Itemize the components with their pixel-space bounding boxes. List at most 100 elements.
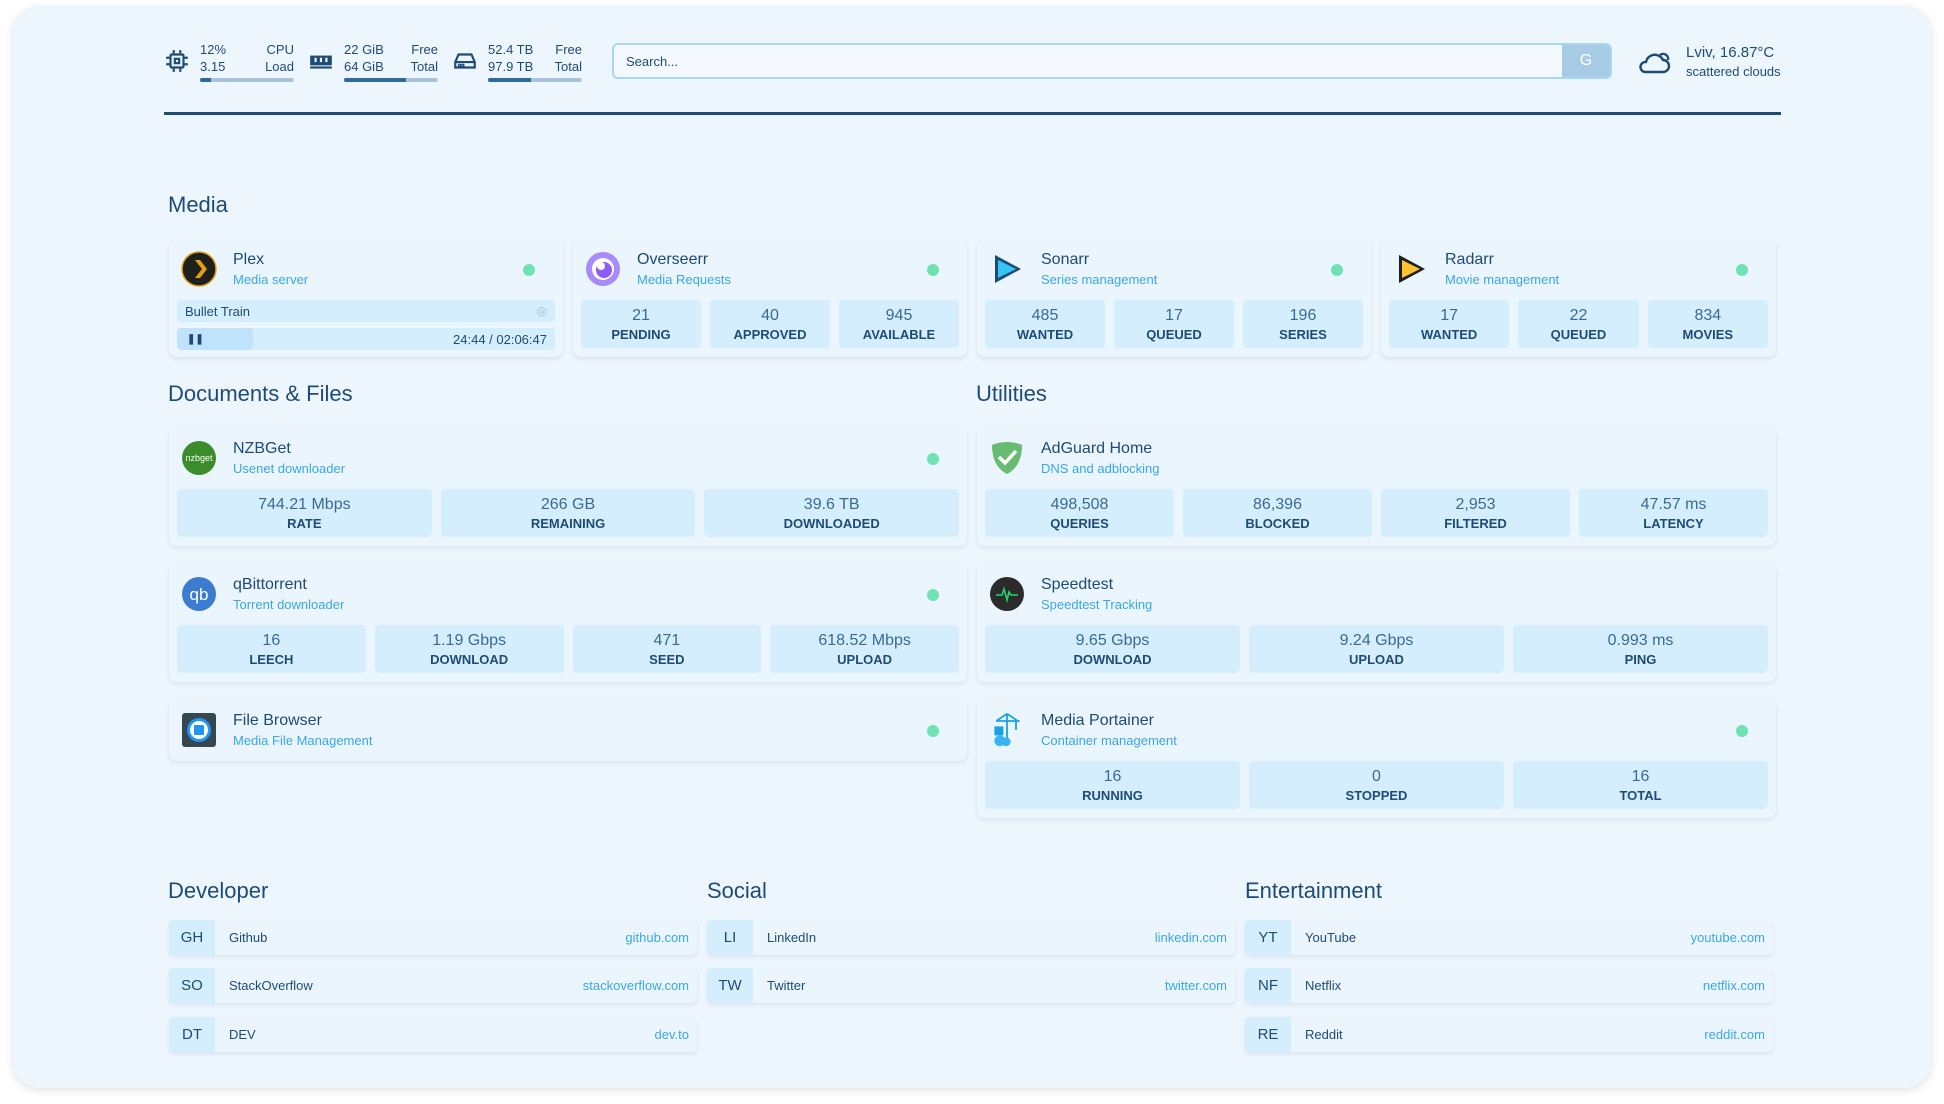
- stat-label: QUEUED: [1146, 326, 1202, 342]
- bookmark-abbr: RE: [1245, 1017, 1291, 1052]
- stat-remaining: 266 GB REMAINING: [440, 489, 696, 537]
- bookmark-name: Github: [229, 930, 268, 945]
- service-card-radarr[interactable]: Radarr Movie management 17 WANTED 22 QUEUED 8…: [1381, 238, 1776, 357]
- disk-free: 52.4 TB: [488, 41, 534, 57]
- service-name: Sonarr: [1041, 251, 1090, 268]
- load-label: Load: [265, 58, 294, 74]
- bookmark-netflix[interactable]: NF Netflix netflix.com: [1245, 968, 1773, 1003]
- memory-icon: [310, 55, 332, 69]
- status-indicator: [927, 453, 939, 465]
- bookmark-url[interactable]: stackoverflow.com: [582, 978, 689, 993]
- disk-widget: 52.4 TB Free 97.9 TB Total: [452, 41, 582, 82]
- stat-value: 21: [632, 306, 650, 324]
- cpu-widget: 12% CPU 3.15 Load: [164, 41, 294, 82]
- bookmark-url[interactable]: reddit.com: [1704, 1027, 1765, 1042]
- stat-label: FILTERED: [1444, 515, 1507, 531]
- pause-icon[interactable]: ❚❚: [187, 334, 204, 345]
- service-name: File Browser: [233, 712, 322, 729]
- section-title-entertainment: Entertainment: [1245, 878, 1382, 903]
- bookmark-url[interactable]: youtube.com: [1690, 930, 1765, 945]
- bookmark-dev[interactable]: DT DEV dev.to: [169, 1017, 697, 1052]
- memory-free: 22 GiB: [344, 41, 384, 57]
- stat-value: 2,953: [1455, 495, 1496, 513]
- stat-value: 0.993 ms: [1607, 631, 1674, 649]
- bookmark-abbr: LI: [707, 920, 753, 955]
- service-desc: Media File Management: [233, 733, 373, 748]
- bookmark-url[interactable]: linkedin.com: [1154, 930, 1227, 945]
- stat-value: 0: [1372, 767, 1381, 785]
- bookmark-url[interactable]: twitter.com: [1164, 978, 1227, 993]
- bookmark-youtube[interactable]: YT YouTube youtube.com: [1245, 920, 1773, 955]
- search-input[interactable]: [614, 53, 1562, 69]
- service-desc: Series management: [1041, 272, 1158, 287]
- stat-available: 945 AVAILABLE: [839, 300, 959, 348]
- bookmark-stackoverflow[interactable]: SO StackOverflow stackoverflow.com: [169, 968, 697, 1003]
- bookmark-twitter[interactable]: TW Twitter twitter.com: [707, 968, 1235, 1003]
- service-card-plex[interactable]: Plex Media server Bullet Train ◎ ❚❚ 24:44 /…: [169, 238, 563, 357]
- stat-value: 266 GB: [540, 495, 596, 513]
- bookmark-name: Netflix: [1305, 978, 1342, 993]
- bookmark-url[interactable]: netflix.com: [1702, 978, 1765, 993]
- bookmark-abbr: TW: [707, 968, 753, 1003]
- stat-value: 1.19 Gbps: [432, 631, 507, 649]
- bookmark-name: DEV: [229, 1027, 256, 1042]
- bookmark-linkedin[interactable]: LI LinkedIn linkedin.com: [707, 920, 1235, 955]
- service-card-adguard[interactable]: AdGuard Home DNS and adblocking 498,508 QU…: [977, 427, 1776, 546]
- cloud-sun-icon: [1639, 52, 1671, 74]
- weather-location: Lviv, 16.87°C: [1686, 43, 1775, 61]
- stat-wanted: 485 WANTED: [985, 300, 1105, 348]
- service-desc: Container management: [1041, 733, 1177, 748]
- stat-value: 945: [885, 306, 913, 324]
- bookmark-name: StackOverflow: [229, 978, 313, 993]
- service-card-portainer[interactable]: Media Portainer Container management 16 RU…: [977, 699, 1776, 818]
- service-card-file-browser[interactable]: File Browser Media File Management: [169, 699, 967, 761]
- stat-value: 40: [761, 306, 779, 324]
- service-name: Overseerr: [637, 251, 709, 268]
- search-provider-button[interactable]: G: [1562, 45, 1610, 77]
- service-card-sonarr[interactable]: Sonarr Series management 485 WANTED 17 QUEUE…: [977, 238, 1371, 357]
- service-name: qBittorrent: [233, 576, 307, 593]
- weather-widget: Lviv, 16.87°C scattered clouds: [1636, 44, 1781, 79]
- stat-value: 16: [1103, 767, 1122, 785]
- svg-text:nzbget: nzbget: [185, 453, 213, 463]
- service-name: AdGuard Home: [1041, 440, 1153, 457]
- stat-downloaded: 39.6 TB DOWNLOADED: [704, 489, 960, 537]
- sonarr-logo-icon: [995, 255, 1021, 283]
- status-indicator: [927, 589, 939, 601]
- stat-latency: 47.57 ms LATENCY: [1579, 489, 1768, 537]
- service-card-nzbget[interactable]: nzbget NZBGet Usenet downloader 744.21 Mb…: [169, 427, 967, 546]
- status-indicator: [1331, 264, 1343, 276]
- service-card-qbittorrent[interactable]: qb qBittorrent Torrent downloader 16 LEECH…: [169, 563, 967, 682]
- bookmark-url[interactable]: dev.to: [654, 1027, 689, 1042]
- stat-value: 9.65 Gbps: [1075, 631, 1150, 649]
- service-card-speedtest[interactable]: Speedtest Speedtest Tracking 9.65 Gbps DOW…: [977, 563, 1776, 682]
- bookmark-abbr: NF: [1245, 968, 1291, 1003]
- bookmark-github[interactable]: GH Github github.com: [169, 920, 697, 955]
- stat-label: STOPPED: [1345, 787, 1408, 803]
- stat-label: UPLOAD: [837, 651, 893, 667]
- now-playing-title: Bullet Train: [185, 303, 251, 319]
- stream-icon: ◎: [536, 304, 547, 318]
- divider: [164, 112, 1781, 115]
- service-desc: Torrent downloader: [233, 597, 345, 612]
- memory-widget: 22 GiB Free 64 GiB Total: [308, 41, 438, 82]
- bookmark-url[interactable]: github.com: [625, 930, 689, 945]
- stat-value: 196: [1289, 306, 1317, 324]
- radarr-logo-icon: [1399, 255, 1425, 283]
- stat-download: 1.19 Gbps DOWNLOAD: [374, 625, 564, 673]
- cpu-icon: [166, 50, 188, 72]
- stat-seed: 471 SEED: [572, 625, 762, 673]
- stat-value: 17: [1440, 306, 1459, 324]
- bookmark-reddit[interactable]: RE Reddit reddit.com: [1245, 1017, 1773, 1052]
- overseerr-logo-icon: [586, 252, 620, 286]
- stat-label: APPROVED: [733, 326, 807, 342]
- service-card-overseerr[interactable]: Overseerr Media Requests 21 PENDING 40 APPRO…: [573, 238, 967, 357]
- playback-progress[interactable]: ❚❚ 24:44 / 02:06:47: [177, 328, 555, 350]
- nzbget-logo-icon: nzbget: [182, 441, 216, 475]
- section-title-utilities: Utilities: [976, 381, 1047, 406]
- bookmark-name: Reddit: [1305, 1027, 1343, 1042]
- stat-blocked: 86,396 BLOCKED: [1183, 489, 1372, 537]
- section-title-media: Media: [168, 192, 228, 217]
- cpu-usage: 12%: [200, 41, 227, 57]
- status-indicator: [927, 725, 939, 737]
